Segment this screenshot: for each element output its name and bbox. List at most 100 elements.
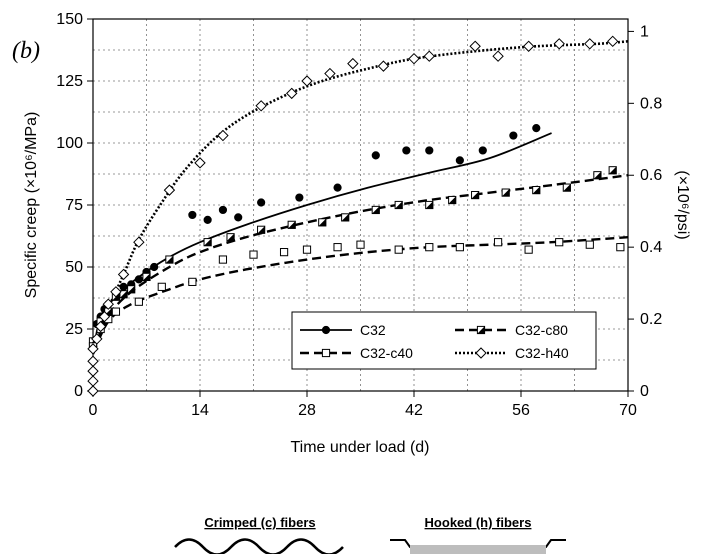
data-point-c32-c80 (165, 255, 174, 264)
y2-tick-label: 1 (640, 23, 649, 40)
data-point-c32-c80 (142, 272, 151, 282)
data-point-c32-h40 (117, 268, 130, 281)
data-point-c32-c80 (371, 205, 380, 215)
data-point-c32-c80 (394, 200, 403, 210)
data-point-c32-c80 (608, 166, 617, 175)
marker-square-fill (448, 196, 456, 204)
x-tick-label: 14 (191, 402, 209, 419)
fiber-legend: Crimped (c) fibers Hooked (h) fibers (174, 515, 566, 554)
data-point-c32 (478, 146, 487, 155)
marker-square-fill (119, 290, 128, 298)
data-point-c32-c40 (279, 248, 289, 257)
marker-square-fill (425, 201, 433, 209)
legend-box (291, 311, 597, 370)
marker-square-fill (341, 213, 349, 221)
data-point-c32-c80 (562, 183, 571, 192)
data-point-c32-h40 (91, 333, 103, 345)
marker-square-fill (593, 171, 602, 179)
data-point-c32-h40 (87, 365, 99, 377)
legend-marker-c32-h40 (475, 347, 487, 359)
marker-square-fill (127, 285, 135, 293)
data-point-c32-h40 (286, 87, 298, 100)
x-tick-label: 0 (89, 402, 98, 419)
x-tick-label: 42 (405, 402, 423, 419)
data-point-c32-c40 (134, 297, 143, 306)
data-point-c32-c80 (448, 195, 457, 205)
data-point-c32 (188, 210, 197, 220)
data-point-c32-c40 (157, 282, 166, 291)
y-tick-label: 150 (56, 11, 83, 28)
data-point-c32 (455, 156, 464, 165)
marker-square-fill (477, 326, 485, 334)
marker-square-fill (471, 191, 479, 199)
marker-square-fill (395, 201, 403, 209)
data-point-c32 (333, 183, 342, 192)
data-point-c32-h40 (301, 75, 313, 87)
data-points (87, 35, 625, 397)
data-point-c32 (532, 124, 541, 133)
data-point-c32 (509, 131, 518, 140)
data-point-c32-c80 (226, 233, 235, 242)
data-point-c32-h40 (94, 320, 107, 333)
data-point-c32-h40 (423, 50, 435, 62)
data-point-c32-c80 (287, 220, 296, 229)
y2-tick-label: 0.8 (640, 95, 662, 112)
data-point-c32 (150, 262, 159, 272)
data-point-c32-c40 (493, 238, 503, 247)
data-point-c32-h40 (607, 35, 619, 48)
data-point-c32-c40 (333, 243, 342, 252)
data-point-c32-h40 (87, 375, 99, 387)
y2-tick-label: 0.6 (640, 167, 662, 184)
data-point-c32-h40 (87, 385, 99, 397)
data-point-c32-c80 (127, 285, 136, 294)
y-tick-label: 50 (65, 259, 83, 276)
data-point-c32-h40 (377, 60, 390, 72)
legend-label-c32-c40: C32-c40 (360, 345, 413, 361)
data-point-c32-h40 (133, 236, 145, 248)
hooked-fiber-body-icon (410, 545, 546, 554)
data-point-c32-c80 (119, 290, 128, 299)
axis-ticks: 0 14 28 42 56 70025507510012515000.20.40.60.8… (56, 11, 662, 419)
data-point-c32-c80 (341, 213, 350, 222)
crimped-fiber-label: Crimped (c) fibers (204, 515, 315, 530)
data-point-c32-c80 (501, 188, 510, 197)
data-point-c32-c40 (394, 245, 403, 254)
legend-label-c32: C32 (360, 322, 386, 338)
data-point-c32-c40 (249, 250, 258, 259)
marker-square-fill (204, 238, 212, 246)
y-axis-label: Specific creep (×10⁶/MPa) (23, 112, 40, 299)
marker-square-fill (226, 233, 235, 241)
data-point-c32 (425, 146, 434, 155)
x-tick-label: 56 (512, 402, 530, 419)
data-point-c32-c40 (111, 307, 121, 316)
data-point-c32-c80 (257, 225, 266, 234)
x-tick-label: 70 (619, 402, 637, 419)
data-point-c32-c80 (593, 171, 602, 180)
data-point-c32-c40 (524, 245, 533, 254)
x-tick-label: 28 (298, 402, 316, 419)
y2-tick-label: 0 (640, 383, 649, 400)
data-point-c32-c40 (356, 240, 365, 249)
marker-square-fill (257, 226, 265, 234)
data-point-c32-c80 (203, 238, 212, 247)
data-point-c32-c40 (425, 243, 434, 252)
x-axis-label: Time under load (d) (290, 439, 429, 456)
data-point-c32 (257, 198, 266, 207)
data-point-c32 (134, 275, 143, 284)
data-point-c32-h40 (584, 38, 596, 50)
data-point-c32-c80 (471, 190, 480, 200)
data-point-c32-h40 (553, 38, 565, 50)
y-tick-label: 75 (65, 197, 83, 214)
data-point-c32-h40 (98, 310, 111, 323)
data-point-c32-h40 (194, 157, 206, 169)
data-point-c32 (371, 151, 380, 160)
data-point-c32-h40 (217, 129, 229, 142)
data-point-c32-h40 (347, 57, 359, 70)
marker-square-fill (372, 206, 380, 214)
data-point-c32 (119, 282, 128, 291)
legend-marker-c32 (321, 325, 331, 335)
legend: C32 C32-c80 C32-c40 C32-h40 (291, 311, 597, 370)
data-point-c32-c40 (302, 245, 312, 254)
hooked-fiber-label: Hooked (h) fibers (425, 515, 532, 530)
